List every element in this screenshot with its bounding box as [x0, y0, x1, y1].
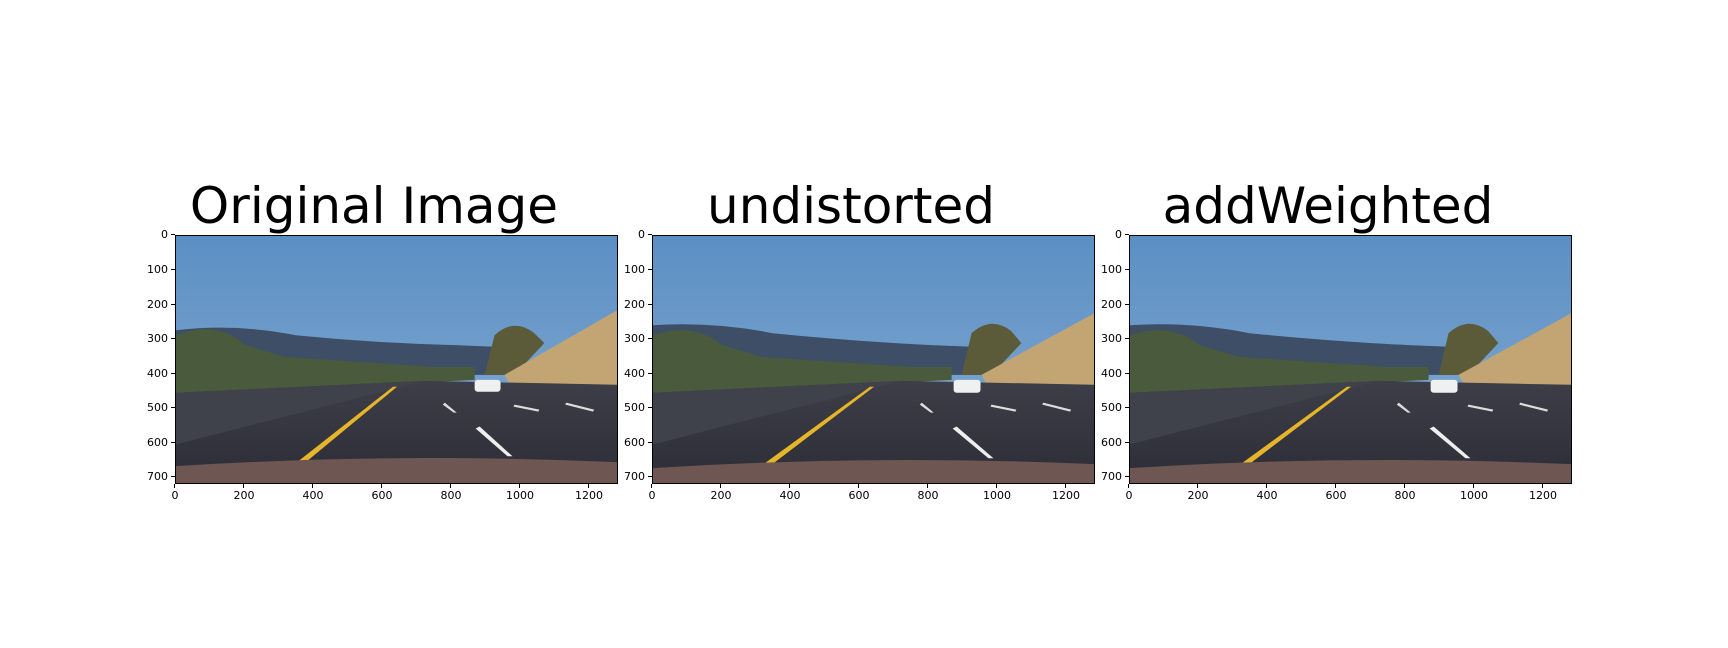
y-tick-label: 400: [1090, 368, 1129, 380]
y-tick-label: 600: [613, 437, 652, 449]
y-tick-label: 600: [1090, 437, 1129, 449]
x-tick-label: 1000: [500, 484, 540, 502]
x-tick-label: 1000: [1454, 484, 1494, 502]
x-tick-label: 1200: [1046, 484, 1086, 502]
x-tick-label: 0: [1109, 484, 1149, 502]
y-tick-label: 700: [613, 471, 652, 483]
y-tick-label: 200: [136, 299, 175, 311]
y-tick-label: 300: [1090, 333, 1129, 345]
y-tick-label: 100: [613, 264, 652, 276]
y-tick-label: 700: [136, 471, 175, 483]
road-scene-image: [1130, 236, 1571, 483]
panel-title: addWeighted: [1162, 177, 1494, 235]
x-tick-label: 1200: [1523, 484, 1563, 502]
x-tick-label: 800: [1385, 484, 1425, 502]
panel-original-image: Original Image: [132, 0, 618, 648]
y-tick-label: 300: [613, 333, 652, 345]
y-tick-label: 100: [1090, 264, 1129, 276]
y-tick-label: 500: [1090, 402, 1129, 414]
x-tick-label: 1000: [977, 484, 1017, 502]
y-tick-label: 400: [613, 368, 652, 380]
x-tick-label: 0: [632, 484, 672, 502]
image-frame: [175, 235, 618, 484]
x-tick-label: 600: [362, 484, 402, 502]
x-tick-label: 600: [1316, 484, 1356, 502]
y-tick-label: 200: [613, 299, 652, 311]
x-tick-label: 600: [839, 484, 879, 502]
y-tick-label: 400: [136, 368, 175, 380]
y-tick-label: 600: [136, 437, 175, 449]
x-tick-label: 400: [770, 484, 810, 502]
panel-undistorted: undistorted: [609, 0, 1095, 648]
image-frame: [1129, 235, 1572, 484]
y-tick-label: 100: [136, 264, 175, 276]
x-tick-label: 200: [224, 484, 264, 502]
y-tick-label: 0: [136, 229, 175, 241]
y-tick-label: 500: [613, 402, 652, 414]
x-tick-label: 200: [701, 484, 741, 502]
x-tick-label: 1200: [569, 484, 609, 502]
x-tick-label: 800: [431, 484, 471, 502]
road-scene-image: [176, 236, 617, 483]
image-frame: [652, 235, 1095, 484]
x-tick-label: 200: [1178, 484, 1218, 502]
y-tick-label: 0: [1090, 229, 1129, 241]
y-tick-label: 200: [1090, 299, 1129, 311]
y-tick-label: 700: [1090, 471, 1129, 483]
x-tick-label: 400: [1247, 484, 1287, 502]
x-tick-label: 400: [293, 484, 333, 502]
panel-title: undistorted: [707, 177, 995, 235]
y-tick-label: 500: [136, 402, 175, 414]
x-tick-label: 0: [155, 484, 195, 502]
panel-addweighted: addWeighted: [1086, 0, 1572, 648]
road-scene-image: [653, 236, 1094, 483]
x-tick-label: 800: [908, 484, 948, 502]
y-tick-label: 300: [136, 333, 175, 345]
y-tick-label: 0: [613, 229, 652, 241]
panel-title: Original Image: [189, 177, 559, 235]
